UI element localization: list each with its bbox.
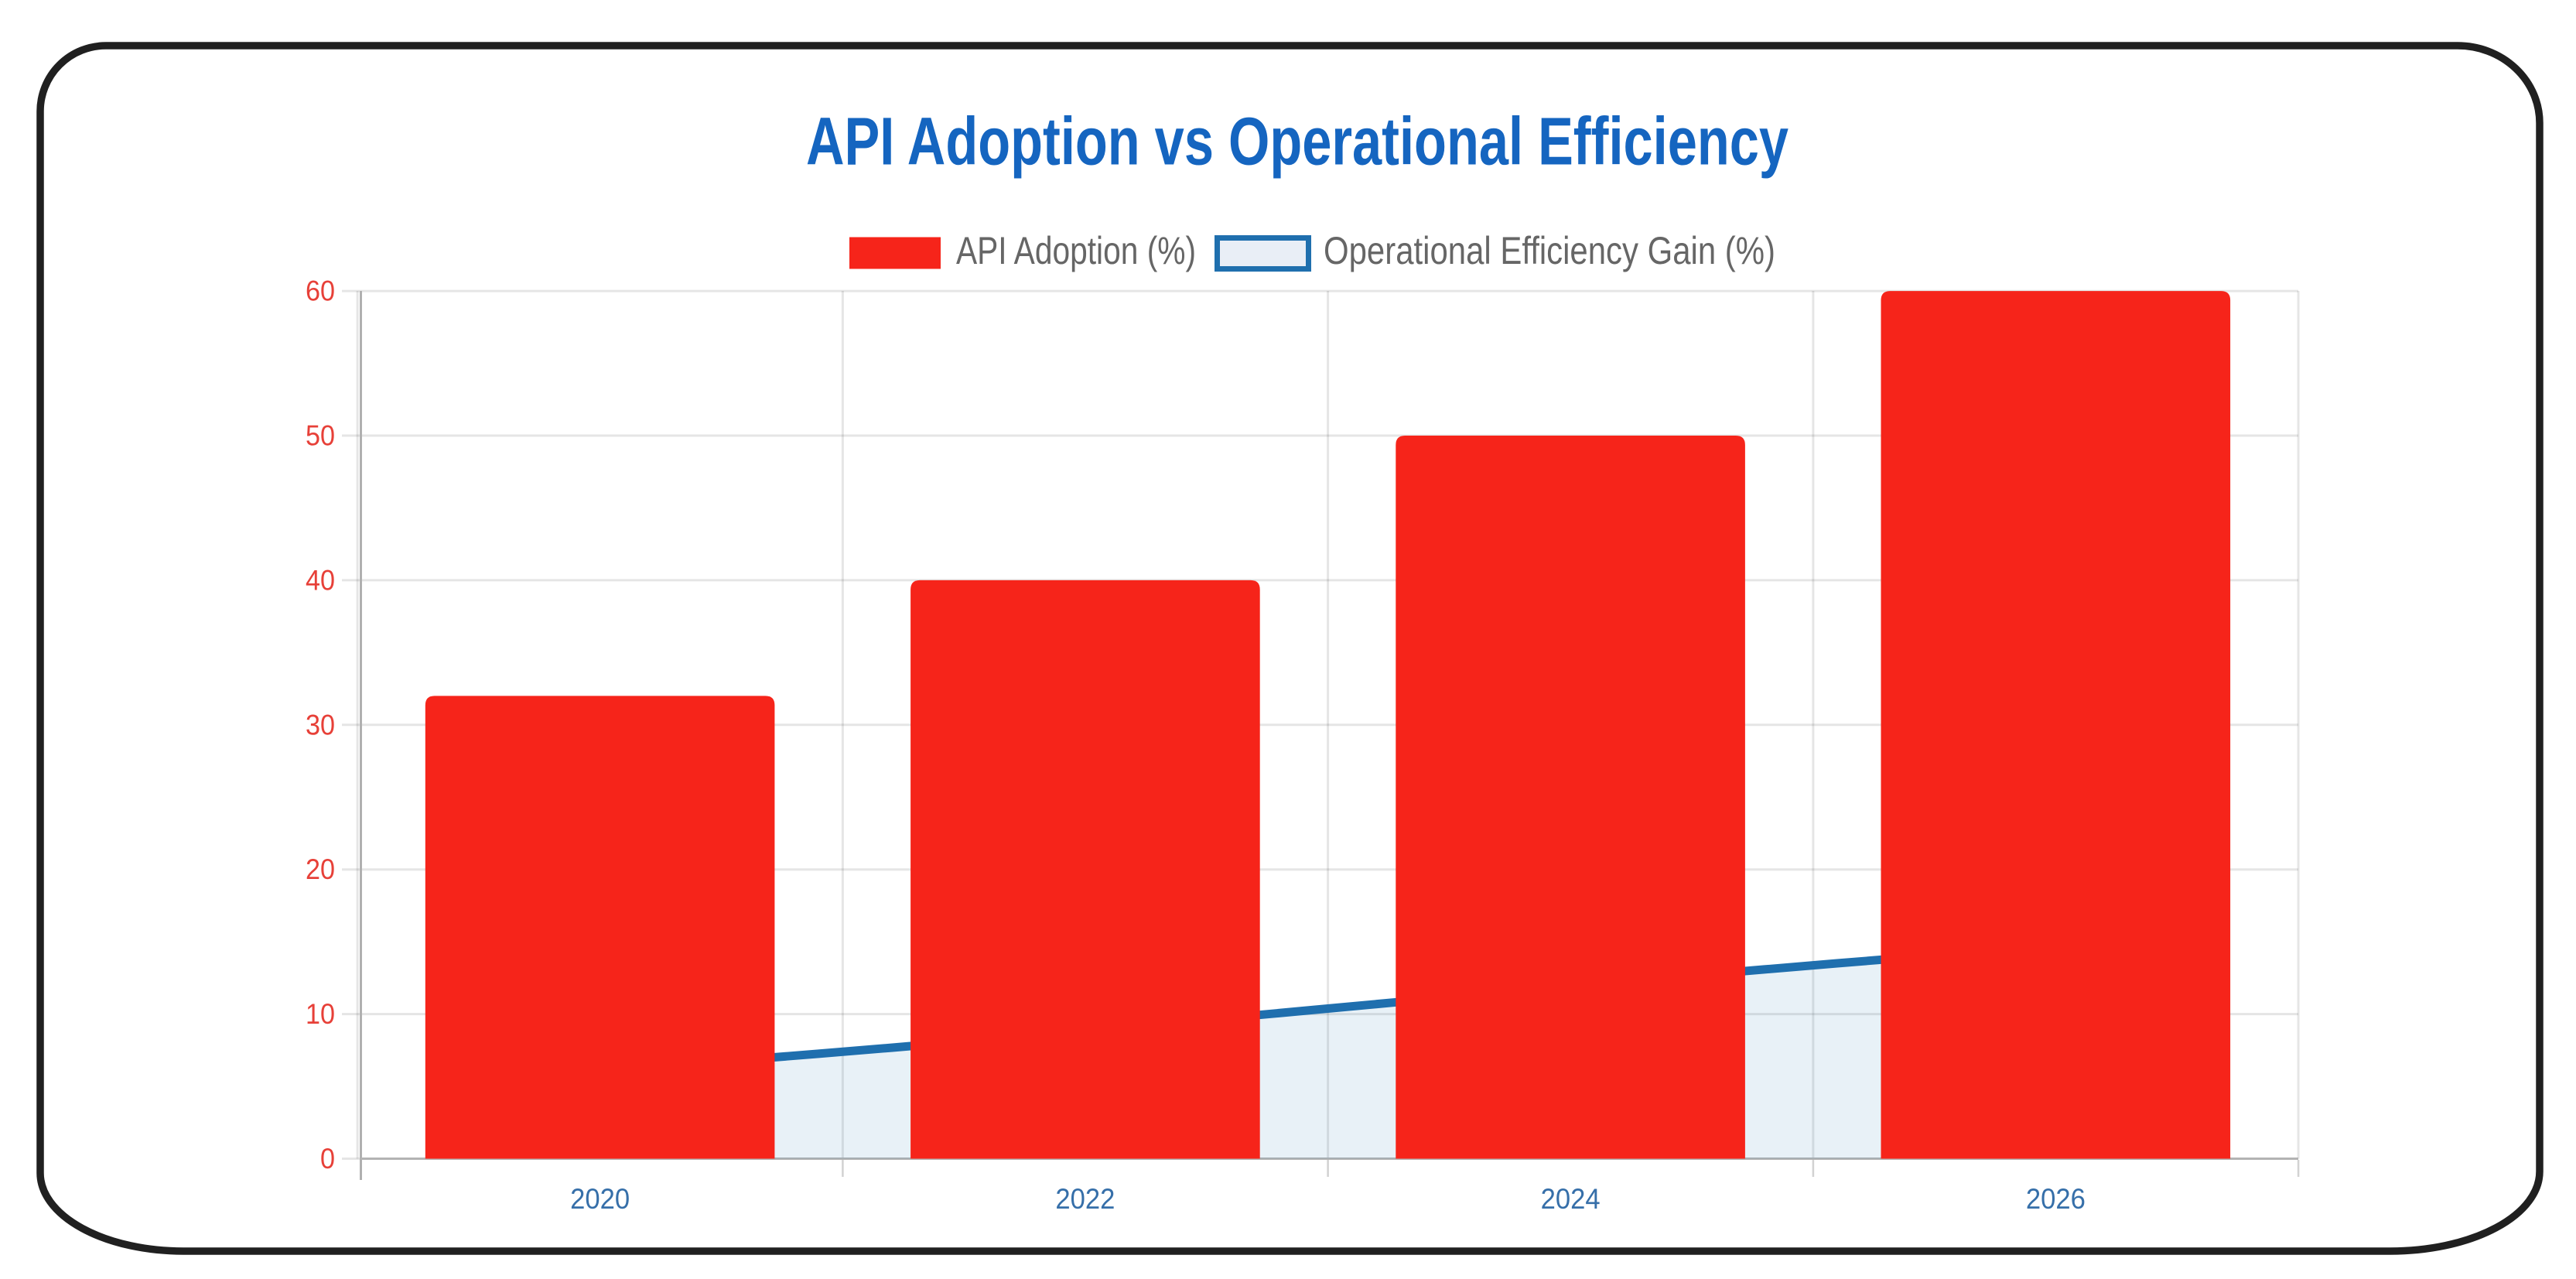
svg-text:2022: 2022 [1055, 1182, 1115, 1215]
svg-text:Operational Efficiency Gain (%: Operational Efficiency Gain (%) [1324, 229, 1775, 272]
svg-text:API Adoption (%): API Adoption (%) [956, 229, 1196, 272]
svg-text:2026: 2026 [2026, 1182, 2086, 1215]
svg-text:API Adoption vs Operational Ef: API Adoption vs Operational Efficiency [806, 104, 1789, 180]
svg-text:2024: 2024 [1541, 1182, 1601, 1215]
svg-text:60: 60 [306, 275, 335, 307]
svg-text:20: 20 [306, 853, 335, 885]
svg-text:2020: 2020 [570, 1182, 630, 1215]
svg-text:50: 50 [306, 419, 335, 452]
svg-text:40: 40 [306, 563, 335, 596]
svg-text:0: 0 [320, 1142, 335, 1175]
svg-text:30: 30 [306, 708, 335, 740]
svg-text:10: 10 [306, 997, 335, 1030]
